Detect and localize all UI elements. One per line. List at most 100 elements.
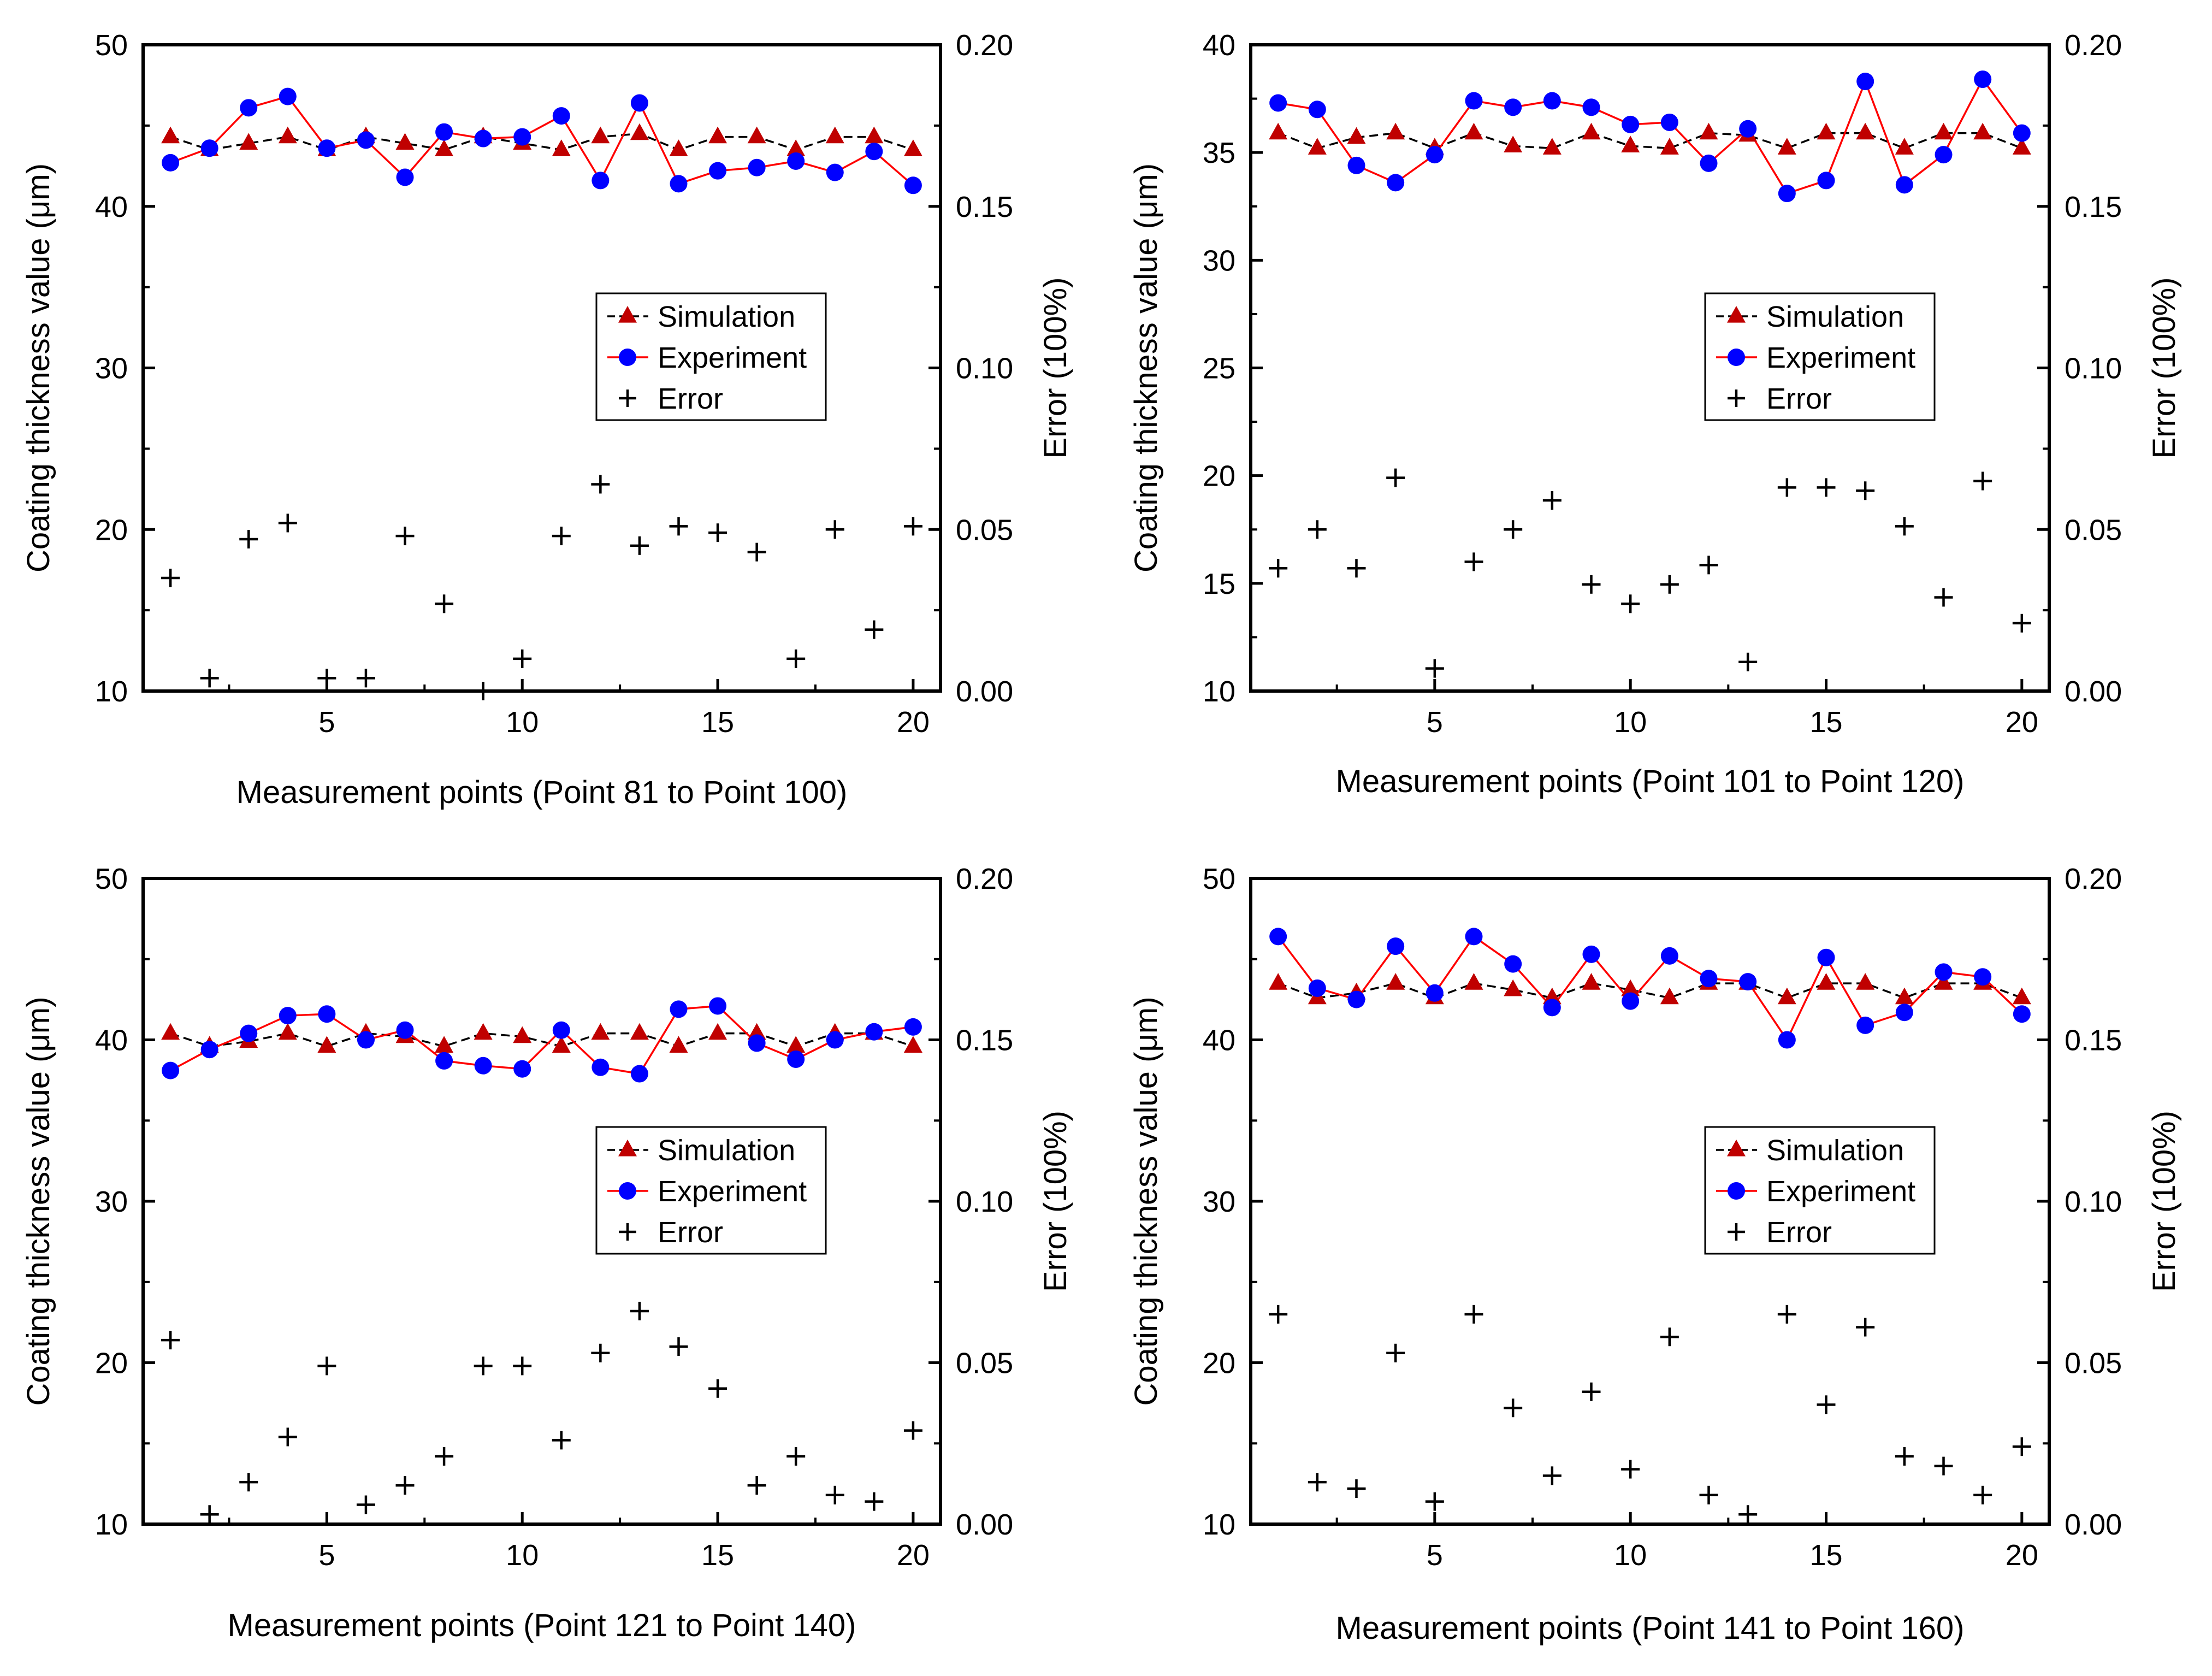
error-point: [1699, 556, 1718, 575]
legend-label: Simulation: [658, 300, 795, 333]
y-tick-label: 30: [1203, 244, 1235, 277]
experiment-point: [474, 1057, 492, 1075]
error-point: [1347, 559, 1366, 578]
y-right-tick-label: 0.15: [2065, 191, 2122, 223]
x-tick-label: 20: [2006, 706, 2038, 739]
legend-label: Simulation: [1766, 1134, 1904, 1167]
error-point: [1856, 1318, 1875, 1337]
error-point: [474, 1356, 493, 1376]
experiment-point: [1895, 1004, 1913, 1022]
error-point: [1895, 1447, 1914, 1466]
simulation-point: [395, 133, 415, 150]
simulation-point: [1504, 135, 1523, 152]
y-right-tick-label: 0.05: [2065, 1347, 2122, 1380]
experiment-point: [279, 87, 297, 105]
legend-label: Error: [658, 382, 723, 415]
x-axis-title: Measurement points (Point 141 to Point 1…: [1336, 1610, 1965, 1646]
simulation-point: [278, 126, 297, 144]
simulation-point: [1542, 987, 1562, 1005]
y-right-tick-label: 0.00: [2065, 675, 2122, 708]
experiment-point: [318, 139, 336, 157]
y-tick-label: 35: [1203, 137, 1235, 169]
experiment-point: [200, 1041, 218, 1059]
legend: Simulation Experiment Error: [1704, 1126, 1936, 1255]
experiment-point: [787, 1050, 805, 1068]
simulation-point: [669, 139, 688, 156]
legend-marker-simulation: [618, 306, 637, 323]
experiment-point: [904, 1018, 922, 1036]
experiment-point: [162, 1061, 180, 1079]
simulation-point: [1856, 122, 1875, 140]
experiment-point: [709, 162, 727, 180]
error-point: [1699, 1485, 1718, 1504]
error-point: [1504, 1398, 1523, 1418]
error-point: [1934, 1456, 1953, 1476]
simulation-point: [161, 1023, 180, 1040]
experiment-point: [200, 139, 218, 157]
simulation-point: [903, 139, 922, 156]
simulation-point: [1699, 122, 1718, 140]
chart-panel-1: 5 10 15 20 10 20 30 40 50 0.00 0.05 0.10 0.15 0.20 Mea…: [21, 29, 1073, 810]
experiment-point: [357, 1031, 375, 1049]
y-right-tick-label: 0.10: [2065, 352, 2122, 385]
x-tick-label: 15: [1809, 1539, 1842, 1572]
error-point: [356, 1495, 375, 1514]
experiment-point: [1504, 955, 1522, 973]
legend: Simulation Experiment Error: [595, 1126, 827, 1255]
error-point: [1621, 1460, 1640, 1479]
y-tick-label: 30: [95, 352, 128, 385]
simulation-point: [239, 133, 258, 150]
error-point: [2012, 613, 2031, 633]
error-point: [474, 682, 493, 700]
experiment-point: [1308, 101, 1326, 119]
y-right-tick-label: 0.05: [2065, 514, 2122, 546]
simulation-point: [903, 1036, 922, 1053]
experiment-point: [1895, 176, 1913, 194]
error-point: [669, 517, 688, 536]
experiment-point: [1817, 948, 1835, 966]
y-axis-title: Coating thickness value (μm): [21, 996, 56, 1406]
experiment-point: [1660, 947, 1678, 965]
error-point: [161, 568, 180, 587]
legend-label: Experiment: [1766, 1175, 1915, 1208]
y-right-tick-label: 0.05: [956, 1347, 1013, 1380]
experiment-point: [1308, 979, 1326, 997]
experiment-point: [1387, 937, 1405, 955]
simulation-point: [1934, 973, 1953, 990]
error-point: [591, 475, 610, 494]
experiment-point: [787, 152, 805, 170]
y-right-tick-label: 0.10: [2065, 1185, 2122, 1218]
error-point: [435, 594, 454, 613]
chart-panel-4: 5 10 15 20 10 20 30 40 50 0.00 0.05 0.10 0.15 0.20 Mea…: [1128, 863, 2182, 1646]
simulation-point: [1973, 122, 1992, 140]
experiment-point: [1426, 146, 1444, 164]
simulation-point: [1464, 973, 1483, 990]
error-point: [2012, 1437, 2031, 1456]
experiment-point: [748, 1034, 766, 1052]
y-axis-title: Coating thickness value (μm): [1128, 996, 1164, 1406]
y-right-tick-label: 0.00: [2065, 1508, 2122, 1541]
experiment-point: [1660, 113, 1678, 131]
y-right-tick-label: 0.20: [2065, 29, 2122, 62]
y-tick-label: 20: [1203, 460, 1235, 493]
error-point: [1269, 1305, 1288, 1324]
y-tick-label: 10: [95, 1508, 128, 1541]
simulation-point: [435, 1036, 454, 1053]
error-point: [1738, 652, 1758, 671]
legend-marker-simulation: [1727, 1140, 1746, 1156]
simulation-point: [708, 1023, 728, 1040]
simulation-point: [865, 126, 884, 144]
error-point: [865, 1492, 884, 1511]
simulation-point: [474, 1023, 493, 1040]
simulation-point: [669, 1036, 688, 1053]
simulation-point: [278, 1023, 297, 1040]
simulation-point: [1308, 138, 1327, 155]
simulation-point: [435, 139, 454, 156]
simulation-point: [2012, 987, 2031, 1005]
simulation-point: [1621, 135, 1640, 152]
legend-label: Error: [1766, 1216, 1832, 1249]
y-axis-title: Coating thickness value (μm): [21, 163, 56, 573]
error-point: [1582, 1382, 1601, 1401]
y-tick-label: 10: [95, 675, 128, 708]
error-point: [552, 527, 571, 546]
